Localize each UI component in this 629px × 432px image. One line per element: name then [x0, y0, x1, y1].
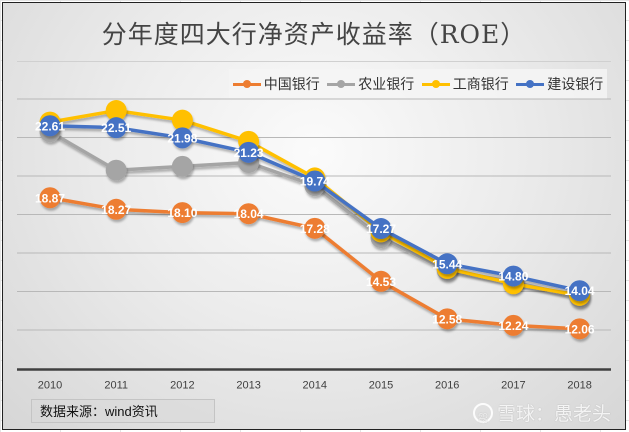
data-label: 19.74 [300, 175, 330, 189]
legend-item-icbc[interactable]: 工商银行 [421, 74, 509, 94]
data-point[interactable] [171, 202, 193, 224]
x-tick-label: 2016 [435, 380, 459, 392]
data-label: 12.24 [498, 319, 528, 333]
data-point[interactable] [502, 265, 524, 287]
data-point[interactable] [304, 217, 326, 239]
xueqiu-logo-icon: ஜ [473, 402, 493, 423]
x-tick-label: 2012 [170, 380, 194, 392]
data-point[interactable] [370, 218, 392, 240]
legend-swatch-icon [327, 79, 356, 88]
data-label: 14.04 [565, 284, 595, 298]
x-tick-label: 2010 [38, 380, 62, 392]
data-point[interactable] [171, 155, 193, 177]
data-point[interactable] [436, 308, 458, 330]
data-point[interactable] [436, 253, 458, 275]
data-label: 18.27 [101, 203, 131, 217]
data-label: 21.98 [167, 131, 197, 145]
plot-area[interactable]: 2010 2011 2012 2013 2014 2015 2016 2017 2018 18.… [3, 3, 625, 429]
legend-label: 农业银行 [358, 76, 415, 92]
data-point[interactable] [238, 203, 260, 225]
x-tick-label: 2014 [303, 380, 327, 392]
chart-legend[interactable]: 中国银行 农业银行 工商银行 建设银行 [229, 69, 607, 99]
data-point[interactable] [238, 141, 260, 163]
data-label: 15.44 [432, 257, 462, 271]
data-label: 18.04 [234, 207, 264, 221]
data-point[interactable] [370, 270, 392, 292]
data-label: 18.87 [35, 191, 65, 205]
data-point[interactable] [105, 117, 127, 139]
legend-swatch-icon [232, 79, 261, 88]
data-label: 21.23 [234, 146, 264, 160]
legend-item-boc[interactable]: 中国银行 [232, 74, 320, 94]
data-source-note: 数据来源：wind资讯 [31, 399, 215, 423]
title-divider [17, 61, 611, 62]
data-point[interactable] [171, 127, 193, 149]
data-point[interactable] [105, 159, 127, 181]
legend-swatch-icon [516, 79, 545, 88]
data-label: 14.80 [498, 270, 528, 284]
data-point[interactable] [569, 318, 591, 340]
x-tick-label: 2013 [236, 380, 260, 392]
watermark-text: 雪球：愚老头 [497, 404, 612, 425]
x-tick-label: 2011 [104, 380, 128, 392]
data-point[interactable] [105, 198, 127, 220]
data-label: 12.06 [565, 322, 595, 336]
data-label: 17.28 [300, 222, 330, 236]
legend-label: 建设银行 [547, 76, 604, 92]
data-point[interactable] [39, 115, 61, 137]
data-point[interactable] [105, 100, 127, 122]
data-label: 12.58 [432, 312, 462, 326]
data-label: 18.10 [167, 206, 197, 220]
data-point[interactable] [569, 280, 591, 302]
data-label: 14.53 [366, 275, 396, 289]
series-0 [39, 187, 591, 340]
legend-label: 中国银行 [263, 76, 320, 92]
x-tick-label: 2018 [567, 380, 591, 392]
x-tick-label: 2017 [501, 380, 525, 392]
series-line [49, 196, 580, 331]
legend-item-abc[interactable]: 农业银行 [327, 74, 414, 94]
legend-swatch-icon [421, 79, 450, 88]
data-point[interactable] [304, 170, 326, 192]
watermark: ஜ 雪球：愚老头 [473, 399, 611, 426]
chart-title: 分年度四大行净资产收益率（ROE） [101, 20, 527, 49]
legend-label: 工商银行 [452, 76, 509, 92]
legend-item-ccb[interactable]: 建设银行 [516, 74, 603, 94]
series-3 [39, 115, 591, 302]
x-tick-label: 2015 [369, 380, 393, 392]
data-point[interactable] [39, 187, 61, 209]
data-point[interactable] [502, 314, 524, 336]
data-label: 22.61 [35, 119, 65, 133]
data-label: 17.27 [366, 222, 396, 236]
data-label: 22.51 [101, 121, 131, 135]
data-point[interactable] [171, 109, 193, 131]
